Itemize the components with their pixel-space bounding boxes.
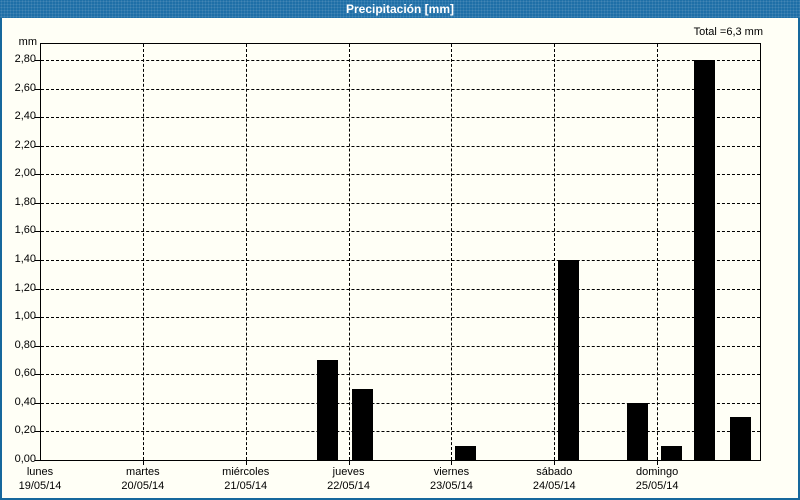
y-axis-tick — [35, 88, 40, 90]
y-gridline — [41, 260, 760, 261]
x-gridline — [245, 44, 247, 460]
x-axis-tick — [451, 461, 453, 465]
y-gridline — [41, 202, 760, 204]
precipitation-bar — [626, 402, 648, 460]
x-axis-day-label: sábado 24/05/14 — [509, 465, 599, 493]
x-gridline — [657, 44, 659, 460]
y-axis-label: 1,60 — [14, 224, 36, 237]
day-name: jueves — [332, 466, 365, 478]
precipitation-bar — [693, 60, 715, 460]
y-axis-tick — [35, 345, 40, 347]
title-bar: Precipitación [mm] — [0, 0, 800, 18]
y-axis-label: 2,80 — [14, 53, 36, 65]
y-gridline — [41, 317, 760, 319]
x-gridline — [451, 44, 453, 460]
x-axis-day-label: domingo 25/05/14 — [612, 465, 702, 493]
precipitation-bar — [557, 260, 579, 460]
y-gridline — [41, 374, 760, 376]
y-axis-tick — [35, 402, 40, 404]
x-axis-day-label: miércoles 21/05/14 — [201, 465, 291, 493]
y-axis-label: 1,20 — [14, 281, 36, 294]
precipitation-bar — [729, 417, 751, 460]
y-axis-label: 1,40 — [14, 253, 36, 265]
y-axis-label: 2,60 — [14, 81, 36, 94]
day-name: miércoles — [222, 466, 270, 478]
y-gridline — [41, 231, 760, 233]
x-axis-day-label: jueves 22/05/14 — [304, 465, 394, 493]
day-date: 21/05/14 — [224, 480, 268, 492]
y-axis-label: 2,20 — [14, 138, 36, 151]
y-axis-unit-label: mm — [18, 36, 37, 48]
y-axis-label: 1,80 — [14, 195, 36, 208]
y-gridline — [41, 288, 760, 290]
x-axis-day-label: viernes 23/05/14 — [406, 465, 496, 493]
y-axis-tick — [35, 174, 40, 176]
y-axis-label: 0,60 — [14, 367, 36, 380]
day-date: 24/05/14 — [532, 480, 576, 492]
y-axis-tick — [35, 431, 40, 433]
y-axis-tick — [35, 288, 40, 290]
day-date: 20/05/14 — [121, 480, 165, 492]
day-name: martes — [126, 466, 160, 478]
x-axis-tick — [657, 461, 659, 465]
x-axis-tick — [348, 461, 350, 465]
day-date: 19/05/14 — [18, 480, 62, 492]
y-gridline — [41, 117, 760, 119]
chart-title: Precipitación [mm] — [345, 2, 455, 16]
precipitation-bar — [316, 360, 338, 460]
y-axis-tick — [35, 145, 40, 147]
day-date: 23/05/14 — [430, 480, 473, 492]
y-axis-label: 1,00 — [14, 310, 36, 323]
x-axis-tick — [554, 461, 556, 465]
day-name: lunes — [26, 466, 54, 478]
total-label: Total =6,3 mm — [693, 26, 763, 38]
plot-area — [40, 43, 761, 461]
day-name: sábado — [536, 466, 573, 478]
day-name: viernes — [433, 466, 470, 478]
y-gridline — [41, 88, 760, 90]
x-axis-tick — [142, 461, 144, 465]
y-axis-label: 0,20 — [14, 424, 36, 437]
y-gridline — [41, 402, 760, 404]
y-axis-label: 2,40 — [14, 110, 36, 123]
y-gridline — [41, 145, 760, 147]
y-axis-tick — [35, 231, 40, 233]
x-gridline — [348, 44, 350, 460]
day-date: 22/05/14 — [327, 480, 370, 492]
x-axis-tick — [245, 461, 247, 465]
y-axis-tick — [35, 260, 40, 261]
y-gridline — [41, 345, 760, 347]
y-gridline — [41, 174, 760, 176]
y-axis-label: 2,00 — [14, 167, 36, 180]
precipitation-bar — [660, 445, 682, 460]
y-axis-tick — [35, 374, 40, 376]
x-gridline — [142, 44, 144, 460]
y-axis-tick — [35, 202, 40, 204]
y-axis-label: 0,40 — [14, 395, 36, 408]
y-axis-tick — [35, 460, 40, 461]
day-date: 25/05/14 — [635, 480, 679, 492]
x-gridline — [554, 44, 556, 460]
y-gridline — [41, 60, 760, 61]
y-axis-label: 0,80 — [14, 338, 36, 351]
precipitation-bar — [454, 445, 476, 460]
y-axis-tick — [35, 117, 40, 119]
day-name: domingo — [636, 466, 679, 478]
y-gridline — [41, 431, 760, 433]
x-axis-day-label: lunes 19/05/14 — [0, 465, 85, 493]
y-axis-tick — [35, 317, 40, 319]
precipitation-bar — [351, 388, 373, 460]
y-axis-label: 0,00 — [14, 453, 36, 465]
y-axis-tick — [35, 60, 40, 61]
x-axis-day-label: martes 20/05/14 — [98, 465, 188, 493]
